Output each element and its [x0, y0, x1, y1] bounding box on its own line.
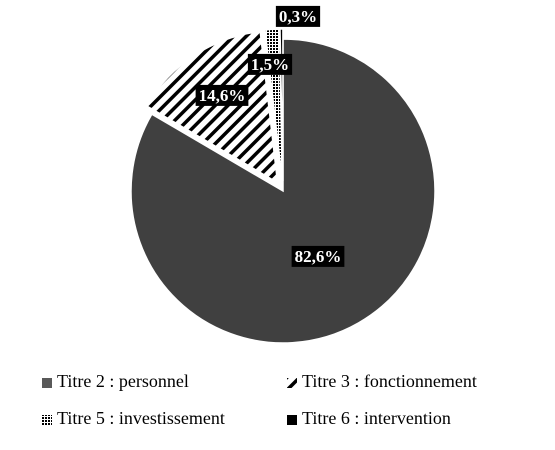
legend-label: Titre 6 : intervention: [302, 408, 451, 428]
data-label-box: [247, 53, 293, 75]
data-label: 1,5%: [251, 55, 289, 74]
legend-marker: [42, 415, 52, 425]
data-label: 82,6%: [295, 247, 342, 266]
data-label: 0,3%: [279, 7, 317, 26]
data-label-box: [195, 84, 249, 106]
legend-marker: [287, 415, 297, 425]
legend-label: Titre 5 : investissement: [57, 408, 225, 428]
legend-marker: [287, 378, 297, 388]
legend-marker: [42, 378, 52, 388]
pie-slice: [145, 30, 279, 185]
legend-label: Titre 2 : personnel: [57, 371, 189, 391]
data-label: 14,6%: [199, 86, 246, 105]
pie-slice: [130, 38, 436, 344]
data-label-box: [291, 245, 345, 267]
legend-label: Titre 3 : fonctionnement: [302, 371, 477, 391]
data-label-box: [275, 5, 321, 27]
